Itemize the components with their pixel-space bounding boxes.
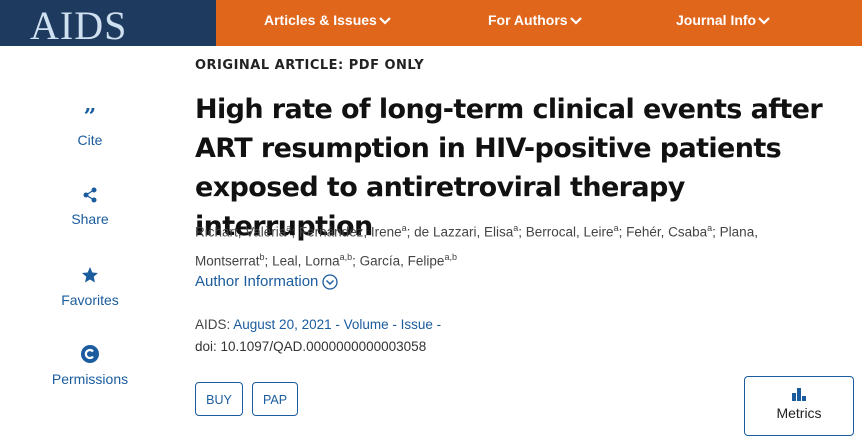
author-name: García, Felipe xyxy=(359,253,445,268)
header: AIDS Articles & Issues For Authors Journ… xyxy=(0,0,862,48)
expand-icon xyxy=(322,274,339,290)
article-type: ORIGINAL ARTICLE: PDF ONLY xyxy=(195,58,425,73)
metrics-label[interactable]: Metrics xyxy=(776,405,822,421)
nav-item[interactable]: For Authors xyxy=(488,12,582,28)
author-separator: ; xyxy=(712,224,720,240)
sidebar-item[interactable]: Permissions xyxy=(30,345,150,387)
sidebar-label[interactable]: Permissions xyxy=(51,371,129,387)
sidebar-item[interactable]: Share xyxy=(30,187,150,227)
author-name: Berrocal, Leire xyxy=(525,224,614,240)
chevron xyxy=(379,17,391,25)
nav-label[interactable]: Journal Info xyxy=(676,12,757,28)
author-name: Leal, Lorna xyxy=(272,253,340,268)
sidebar-label[interactable]: Favorites xyxy=(61,292,119,308)
author-affiliation: a xyxy=(613,223,619,233)
sidebar-item[interactable]: ” Cite xyxy=(30,108,150,148)
logo[interactable]: AIDS xyxy=(0,0,216,48)
chevron xyxy=(758,17,770,25)
nav-item[interactable]: Journal Info xyxy=(676,12,770,28)
sidebar-item[interactable]: Favorites xyxy=(30,266,150,308)
nav-label[interactable]: Articles & Issues xyxy=(264,12,377,28)
doi: doi: 10.1097/QAD.0000000000003058 xyxy=(195,339,427,354)
author-affiliation: a xyxy=(513,223,519,233)
nav-item[interactable]: Articles & Issues xyxy=(264,12,391,28)
author-separator: ; xyxy=(618,224,627,240)
author-affiliation: a xyxy=(707,223,713,233)
author-affiliation: b xyxy=(259,251,265,262)
nav-label[interactable]: For Authors xyxy=(488,12,568,28)
author-affiliation: a xyxy=(286,223,292,233)
author-name: de Lazzari, Elisa xyxy=(414,224,514,240)
chevron xyxy=(569,17,582,25)
star-icon xyxy=(82,267,98,283)
author-affiliation: a,b xyxy=(444,251,457,262)
author-information-label[interactable]: Author Information xyxy=(195,273,319,290)
permissions-icon xyxy=(81,345,99,363)
metrics-icon xyxy=(792,388,806,401)
author-information[interactable]: Author Information xyxy=(195,273,339,290)
share-icon xyxy=(83,187,97,203)
journal-name: AIDS: xyxy=(195,317,231,332)
issue-link[interactable]: August 20, 2021 - Volume - Issue - xyxy=(233,317,442,332)
author-list: Richart, Valèriaa; Fernández, Irenea; de… xyxy=(195,216,805,273)
author-name: Plana, Montserrat xyxy=(195,224,758,269)
author-name: Fehér, Csaba xyxy=(626,224,708,240)
citation: AIDS: August 20, 2021 - Volume - Issue - xyxy=(195,317,441,332)
logo-text[interactable]: AIDS xyxy=(30,3,128,48)
sidebar-label[interactable]: Cite xyxy=(77,132,103,148)
author-separator: ; xyxy=(264,253,273,268)
author-name: Fernández, Irene xyxy=(298,224,402,240)
buy-button[interactable]: BUY xyxy=(195,382,243,416)
author-separator: ; xyxy=(518,224,526,240)
pap-button[interactable]: PAP xyxy=(252,382,298,416)
author-separator: ; xyxy=(291,224,299,240)
author-name: Richart, Valèria xyxy=(195,224,287,240)
author-separator: ; xyxy=(406,224,415,240)
metrics-button[interactable]: Metrics xyxy=(744,376,854,436)
article-title: High rate of long-term clinical events a… xyxy=(195,94,823,242)
author-separator: ; xyxy=(352,253,360,268)
svg-text:”: ” xyxy=(84,108,97,124)
author-affiliation: a,b xyxy=(339,251,353,262)
author-affiliation: a xyxy=(401,223,407,233)
sidebar-label[interactable]: Share xyxy=(71,211,109,227)
cite-icon: ” xyxy=(84,108,97,124)
